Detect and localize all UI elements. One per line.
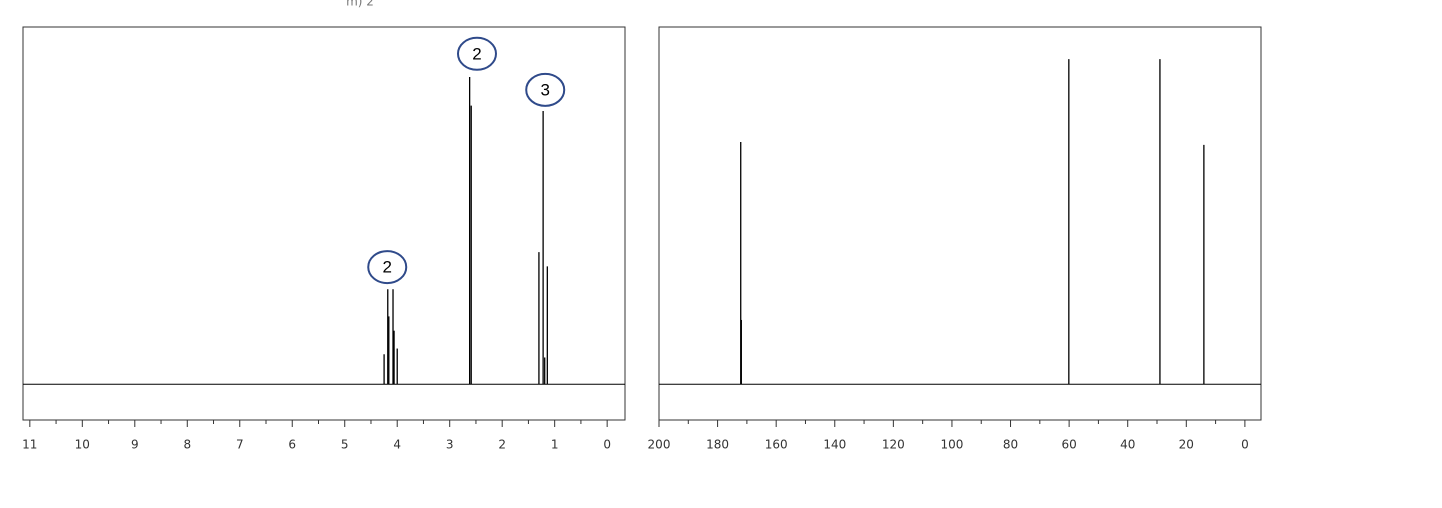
x-tick-label: 1 (551, 438, 559, 452)
annotation-label: 2 (383, 258, 392, 277)
annotation-circle (456, 36, 497, 71)
x-tick-label: 8 (183, 438, 191, 452)
x-tick-label: 200 (648, 438, 671, 452)
x-tick-label: 20 (1179, 438, 1194, 452)
x-tick-label: 2 (498, 438, 506, 452)
x-tick-label: 180 (706, 438, 729, 452)
x-tick-label: 120 (882, 438, 905, 452)
x-tick-label: 0 (1241, 438, 1249, 452)
x-tick-label: 4 (393, 438, 401, 452)
x-tick-label: 6 (288, 438, 296, 452)
plot-frame (658, 26, 1262, 421)
x-tick-label: 3 (446, 438, 454, 452)
annotation-circle (367, 250, 408, 285)
x-tick-label: 140 (823, 438, 846, 452)
x-tick-label: 0 (603, 438, 611, 452)
x-tick-label: 160 (765, 438, 788, 452)
x-tick-label: 80 (1003, 438, 1018, 452)
x-tick-label: 9 (131, 438, 139, 452)
caption: m) 2 (346, 0, 374, 9)
x-tick-label: 100 (940, 438, 963, 452)
x-tick-label: 7 (236, 438, 244, 452)
plot-frame (22, 26, 626, 421)
annotation-label: 2 (472, 44, 481, 63)
x-tick-label: 5 (341, 438, 349, 452)
x-tick-label: 10 (75, 438, 90, 452)
x-tick-label: 11 (22, 438, 37, 452)
x-tick-label: 40 (1120, 438, 1135, 452)
annotation-label: 3 (540, 80, 549, 99)
x-tick-label: 60 (1061, 438, 1076, 452)
annotation-circle (525, 72, 566, 107)
